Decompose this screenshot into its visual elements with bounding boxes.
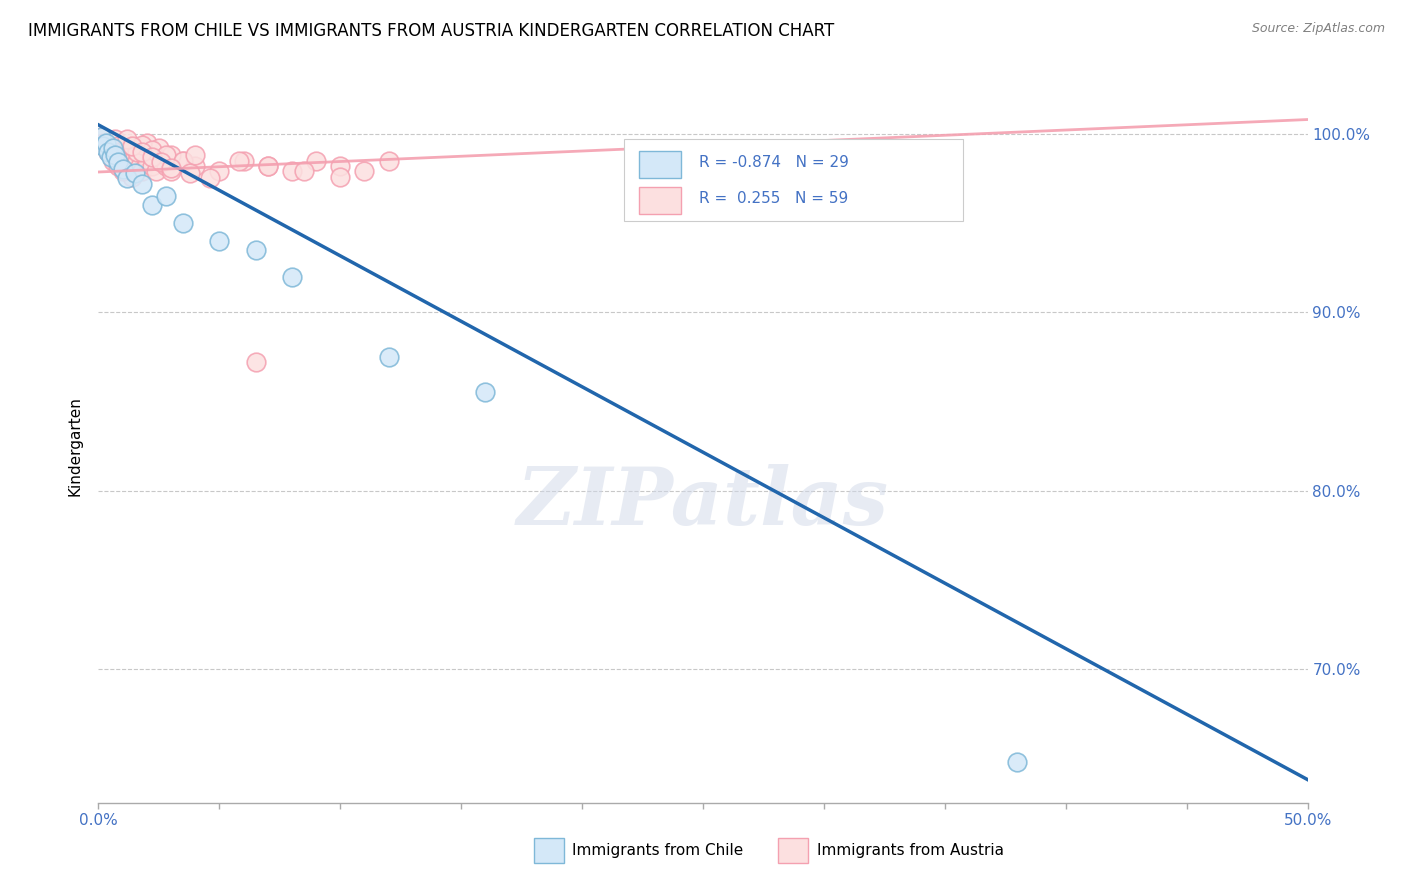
Point [134,148,156,162]
Point [127,153,149,168]
Point [108,145,131,159]
Point [131,145,153,159]
Point [172,153,194,168]
Point [184,159,207,173]
Text: R = -0.874   N = 29: R = -0.874 N = 29 [699,154,849,169]
Point [124,166,146,180]
Y-axis label: Kindergarten: Kindergarten [67,396,83,496]
Point [148,141,170,155]
Point [131,177,153,191]
Point [117,159,139,173]
Point [107,139,129,153]
Point [121,139,143,153]
Point [245,355,267,369]
Point [256,159,278,173]
Point [91,139,114,153]
Point [228,153,250,168]
Text: ZIPatlas: ZIPatlas [517,465,889,541]
Point [90,130,112,145]
Point [150,155,173,169]
Point [117,171,139,186]
Point [155,189,177,203]
Point [329,159,352,173]
Point [474,385,496,400]
Point [232,153,254,168]
Point [135,153,157,168]
Point [245,243,267,257]
Point [256,159,278,173]
Point [118,164,141,178]
Text: R =  0.255   N = 59: R = 0.255 N = 59 [699,191,849,206]
Point [94,141,117,155]
Point [184,148,207,162]
Point [145,164,167,178]
Bar [638,151,682,178]
Point [124,148,146,162]
Point [141,143,163,157]
Point [117,132,139,146]
Point [329,169,352,184]
Point [107,159,129,173]
Point [111,164,134,178]
Point [150,153,173,168]
Point [131,137,153,152]
Point [111,162,134,177]
Point [281,164,304,178]
Text: Immigrants from Chile: Immigrants from Chile [572,843,744,858]
Point [90,130,112,145]
Point [131,164,153,178]
Point [141,198,163,212]
Point [97,145,120,159]
Point [101,141,124,155]
Point [281,269,304,284]
Point [114,153,136,168]
Point [353,164,375,178]
Point [305,153,328,168]
Point [141,159,163,173]
Point [91,136,114,150]
Point [208,234,231,248]
Point [128,159,150,173]
Point [94,136,117,150]
Point [160,148,183,162]
FancyBboxPatch shape [624,139,963,221]
Point [172,216,194,230]
Point [97,145,120,159]
Point [377,350,399,364]
Point [100,148,122,162]
Point [135,136,157,150]
Point [292,164,315,178]
Point [104,132,127,146]
Point [121,169,143,184]
Point [155,148,177,162]
Point [111,148,134,162]
Point [100,150,122,164]
Point [1007,755,1029,769]
Point [141,150,163,164]
Point [155,159,177,173]
Point [104,148,127,162]
Point [160,161,183,175]
Text: Immigrants from Austria: Immigrants from Austria [817,843,1004,858]
Point [160,164,183,178]
Point [107,155,129,169]
Bar [638,186,682,214]
Text: Source: ZipAtlas.com: Source: ZipAtlas.com [1251,22,1385,36]
Point [127,145,149,159]
Bar [778,838,808,863]
Point [377,153,399,168]
Point [179,166,201,180]
Point [172,153,194,168]
Point [198,171,221,186]
Text: IMMIGRANTS FROM CHILE VS IMMIGRANTS FROM AUSTRIA KINDERGARTEN CORRELATION CHART: IMMIGRANTS FROM CHILE VS IMMIGRANTS FROM… [28,22,834,40]
Point [101,153,124,168]
Bar [534,838,564,863]
Point [208,164,231,178]
Point [121,139,143,153]
